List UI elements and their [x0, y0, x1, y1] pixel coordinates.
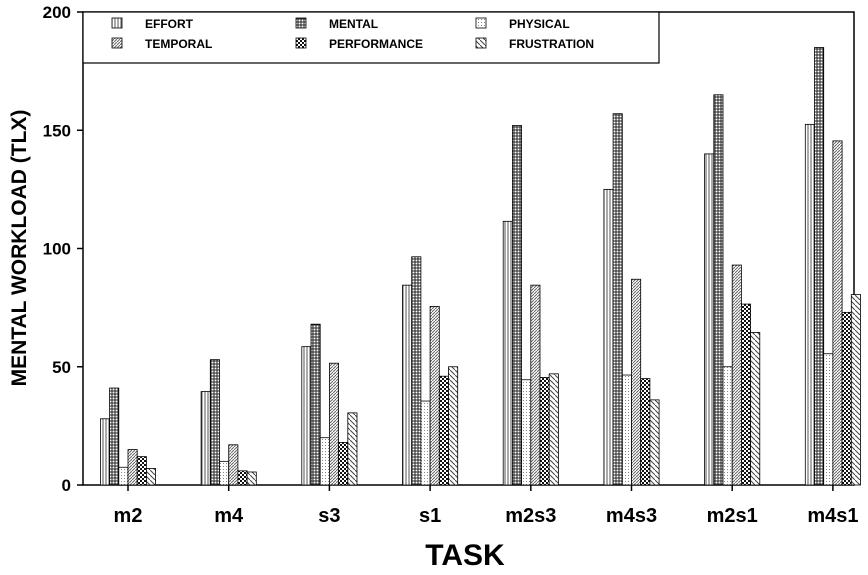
- legend-label-physical: PHYSICAL: [509, 17, 570, 31]
- bar-physical-m4s1: [823, 353, 834, 486]
- bar-temporal-m4s1: [832, 140, 843, 486]
- bar-physical-s3: [319, 437, 330, 486]
- bar-frustration-m2: [145, 468, 156, 486]
- y-tick-label: 150: [43, 121, 71, 140]
- bar-temporal-m4: [228, 444, 239, 486]
- bar-temporal-m2s3: [530, 284, 541, 486]
- bar-performance-m2s3: [539, 376, 550, 486]
- legend-swatch-physical: [475, 17, 487, 29]
- bar-frustration-m4: [246, 471, 257, 486]
- y-axis: 0 50 100 150 200: [43, 3, 83, 495]
- bar-effort-m2: [100, 418, 111, 486]
- bar-frustration-m2s3: [548, 373, 559, 486]
- y-tick-label: 200: [43, 3, 71, 22]
- bar-effort-m2s3: [502, 220, 513, 486]
- x-tick-label: s3: [318, 505, 340, 527]
- legend-label-effort: EFFORT: [145, 17, 194, 31]
- y-tick-label: 0: [62, 476, 71, 495]
- bar-physical-s1: [420, 400, 431, 486]
- bar-mental-s1: [411, 256, 422, 486]
- bar-physical-m2s3: [521, 379, 532, 486]
- x-tick-label: m2s3: [505, 505, 556, 527]
- bar-mental-m2s1: [713, 94, 724, 486]
- bar-physical-m4: [219, 460, 230, 486]
- y-tick-label: 100: [43, 240, 71, 259]
- bar-performance-m4s1: [841, 311, 852, 486]
- x-tick-label: m2: [114, 505, 143, 527]
- bar-physical-m2: [118, 466, 129, 486]
- legend-swatch-temporal: [111, 37, 123, 49]
- legend: EFFORT MENTAL PHYSICAL TEMPORAL PERFORMANCE F…: [82, 11, 660, 64]
- bar-effort-m2s1: [704, 153, 715, 486]
- bar-physical-m4s3: [621, 374, 632, 486]
- x-tick-label: m4s3: [606, 505, 657, 527]
- bar-effort-m4s1: [804, 123, 815, 486]
- bar-mental-s3: [310, 323, 321, 486]
- bar-performance-m4s3: [640, 378, 651, 486]
- bar-performance-s1: [438, 375, 449, 486]
- legend-swatch-effort: [111, 17, 123, 29]
- legend-swatch-frustration: [475, 37, 487, 49]
- bar-frustration-s3: [347, 412, 358, 486]
- y-tick-label: 50: [52, 358, 71, 377]
- bar-temporal-s1: [429, 306, 440, 486]
- bar-frustration-m4s3: [649, 399, 660, 486]
- bar-physical-m2s1: [722, 366, 733, 486]
- bar-mental-m4: [209, 359, 220, 486]
- bar-mental-m4s1: [814, 47, 825, 486]
- legend-label-temporal: TEMPORAL: [145, 37, 212, 51]
- bar-effort-m4s3: [603, 188, 614, 486]
- bar-temporal-m2s1: [731, 264, 742, 486]
- x-tick-label: m2s1: [707, 505, 758, 527]
- bar-effort-s1: [402, 284, 413, 486]
- legend-swatch-mental: [295, 17, 307, 29]
- x-axis: m2 m4 s3 s1 m2s3 m4s3 m2s1 m4s1: [114, 485, 858, 527]
- bar-effort-m4: [200, 391, 211, 486]
- bar-performance-m2: [136, 456, 147, 486]
- x-tick-label: s1: [419, 505, 441, 527]
- legend-label-frustration: FRUSTRATION: [509, 37, 594, 51]
- bar-performance-s3: [338, 442, 349, 486]
- bar-frustration-s1: [448, 366, 459, 486]
- legend-swatch-performance: [295, 37, 307, 49]
- bar-temporal-s3: [328, 362, 339, 486]
- legend-label-mental: MENTAL: [329, 17, 378, 31]
- bars-group: [100, 47, 861, 486]
- x-tick-label: m4: [214, 505, 244, 527]
- x-tick-label: m4s1: [807, 505, 858, 527]
- bar-temporal-m4s3: [631, 278, 642, 486]
- bar-frustration-m2s1: [750, 332, 761, 486]
- bar-mental-m2: [109, 387, 120, 486]
- bar-performance-m4: [237, 470, 248, 486]
- bar-mental-m4s3: [612, 113, 623, 486]
- bar-mental-m2s3: [512, 125, 523, 486]
- legend-box: [82, 11, 660, 64]
- y-axis-title: MENTAL WORKLOAD (TLX): [8, 110, 31, 387]
- bar-frustration-m4s1: [850, 294, 861, 486]
- bar-effort-s3: [301, 346, 312, 486]
- legend-label-performance: PERFORMANCE: [329, 37, 423, 51]
- bar-temporal-m2: [127, 449, 138, 486]
- x-axis-title: TASK: [425, 539, 505, 572]
- bar-performance-m2s1: [741, 303, 752, 486]
